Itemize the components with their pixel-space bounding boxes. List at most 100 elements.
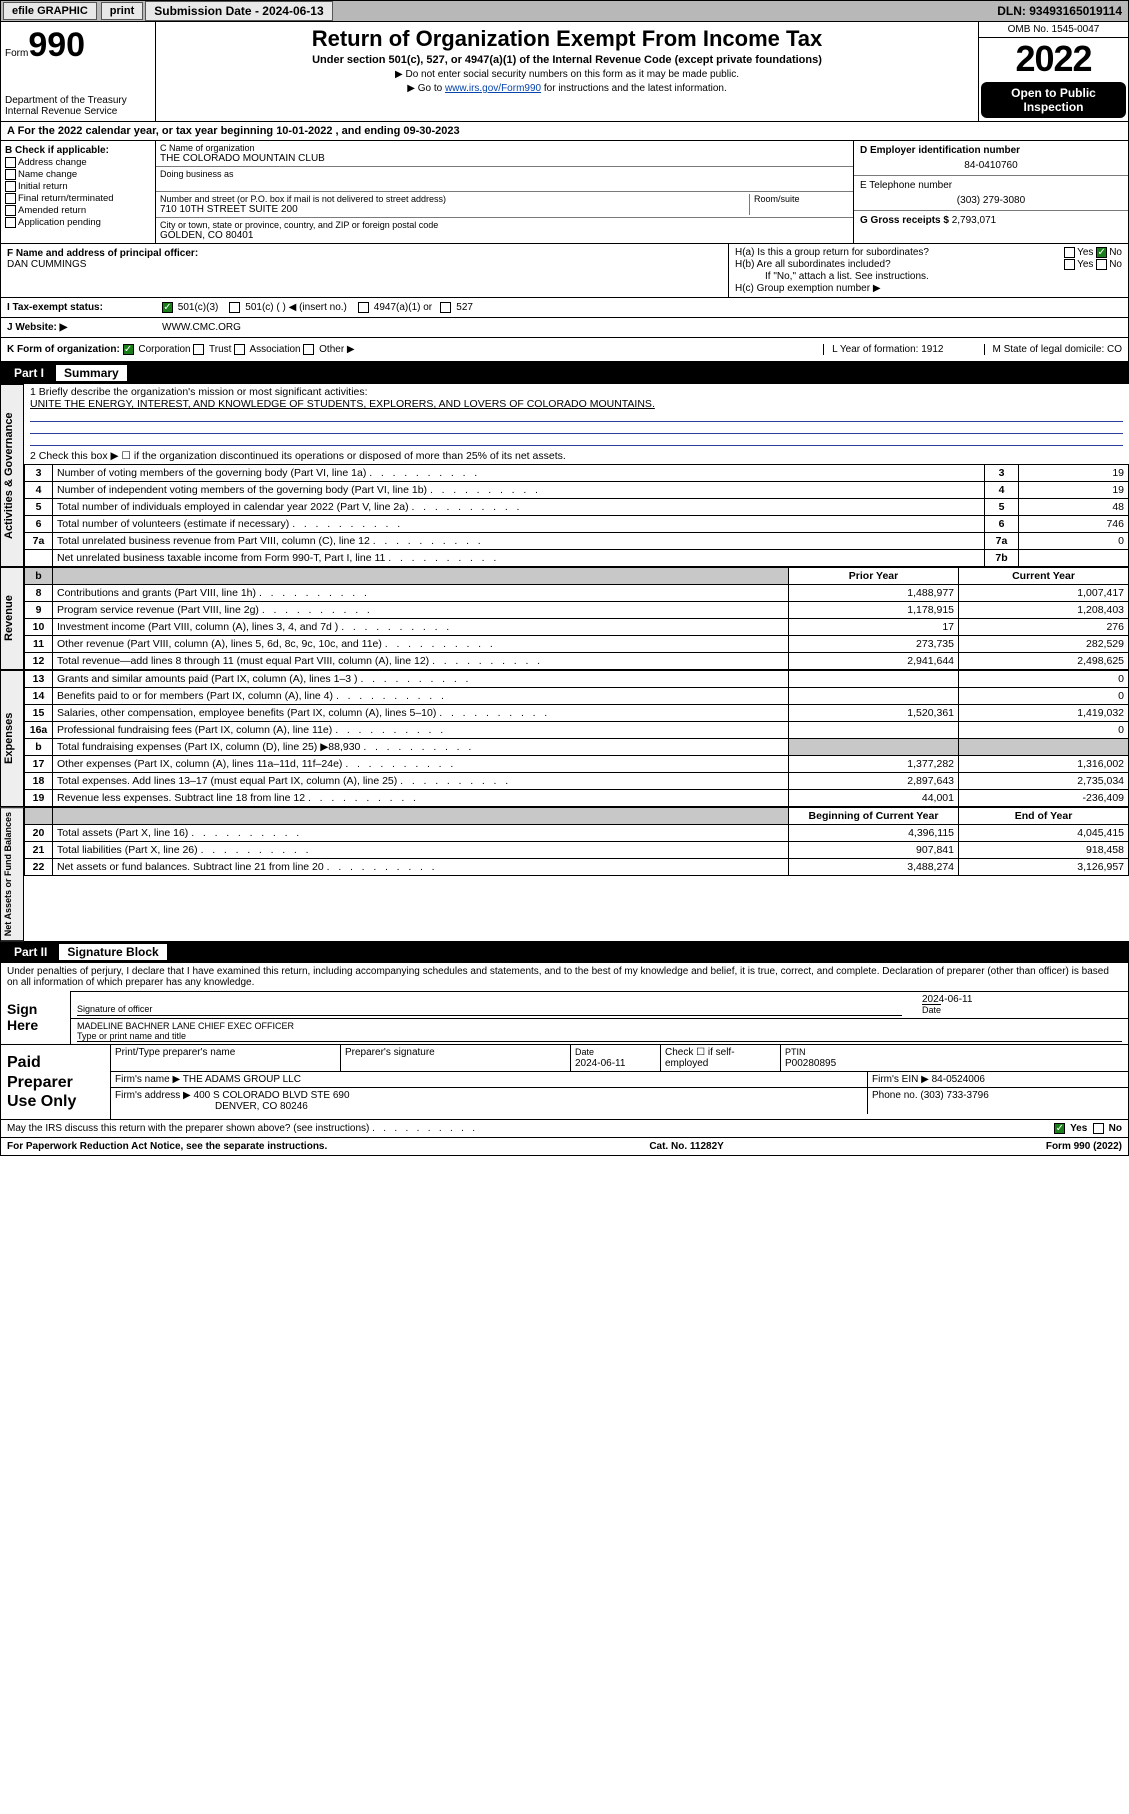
k-label: K Form of organization: — [7, 344, 120, 355]
irs-label: Internal Revenue Service — [5, 106, 151, 117]
hdr-prior-year: Prior Year — [789, 568, 959, 585]
table-row: 20Total assets (Part X, line 16)4,396,11… — [25, 825, 1129, 842]
firm-row: Firm's name ▶ THE ADAMS GROUP LLC — [111, 1072, 868, 1087]
row-j-website: J Website: ▶ WWW.CMC.ORG — [0, 318, 1129, 338]
section-expenses: Expenses 13Grants and similar amounts pa… — [0, 670, 1129, 807]
ha-yes: Yes — [1077, 247, 1093, 258]
ha-label: H(a) Is this a group return for subordin… — [735, 247, 929, 258]
firm-phone: Phone no. (303) 733-3796 — [868, 1088, 1128, 1114]
opt-4947: 4947(a)(1) or — [374, 302, 432, 313]
section-revenue: Revenue b Prior Year Current Year 8Contr… — [0, 567, 1129, 670]
print-button[interactable]: print — [101, 2, 143, 20]
na-table: Beginning of Current Year End of Year 20… — [24, 807, 1129, 876]
table-row: 15Salaries, other compensation, employee… — [25, 705, 1129, 722]
table-row: 18Total expenses. Add lines 13–17 (must … — [25, 773, 1129, 790]
goto-pre: ▶ Go to — [407, 83, 445, 94]
org-name-label: C Name of organization — [160, 143, 849, 153]
box-b: B Check if applicable: Address change Na… — [1, 141, 156, 243]
hb-label: H(b) Are all subordinates included? — [735, 259, 891, 270]
opt-final-return[interactable]: Final return/terminated — [5, 193, 151, 204]
city-row: City or town, state or province, country… — [156, 218, 853, 243]
check-501c[interactable] — [229, 302, 240, 313]
check-trust[interactable] — [193, 344, 204, 355]
website-label: J Website: ▶ — [1, 318, 156, 337]
gov-row: 3Number of voting members of the governi… — [25, 465, 1129, 482]
preparer-name-lbl: Print/Type preparer's name — [111, 1045, 341, 1071]
ein-row: D Employer identification number 84-0410… — [854, 141, 1128, 176]
footer-left: For Paperwork Reduction Act Notice, see … — [7, 1141, 327, 1152]
mission-q: 1 Briefly describe the organization's mi… — [30, 386, 1123, 398]
check-corp[interactable] — [123, 344, 134, 355]
hdr-current-year: Current Year — [959, 568, 1129, 585]
exp-table: 13Grants and similar amounts paid (Part … — [24, 670, 1129, 807]
opt-initial-return[interactable]: Initial return — [5, 181, 151, 192]
org-name: THE COLORADO MOUNTAIN CLUB — [160, 153, 849, 164]
check-assoc[interactable] — [234, 344, 245, 355]
hc-label: H(c) Group exemption number ▶ — [735, 283, 1122, 294]
table-row: 21Total liabilities (Part X, line 26)907… — [25, 842, 1129, 859]
website-value: WWW.CMC.ORG — [156, 318, 1128, 337]
ha-no: No — [1109, 247, 1122, 258]
gross-row: G Gross receipts $ 2,793,071 — [854, 211, 1128, 230]
name-title-line: MADELINE BACHNER LANE CHIEF EXEC OFFICER… — [77, 1021, 1122, 1042]
discuss-q: May the IRS discuss this return with the… — [7, 1123, 475, 1134]
discuss-yes-check[interactable] — [1054, 1123, 1065, 1134]
ptin-cell: PTINP00280895 — [781, 1045, 1128, 1071]
opt-association: Association — [249, 344, 300, 355]
footer-right: Form 990 (2022) — [1046, 1141, 1122, 1152]
check-501c3[interactable] — [162, 302, 173, 313]
ha-no-check[interactable] — [1096, 247, 1107, 258]
part2-title: Signature Block — [59, 944, 166, 960]
k-form-org: K Form of organization: Corporation Trus… — [7, 344, 783, 355]
hb-no-check[interactable] — [1096, 259, 1107, 270]
opt-application-pending[interactable]: Application pending — [5, 217, 151, 228]
check-other[interactable] — [303, 344, 314, 355]
opt-name-change[interactable]: Name change — [5, 169, 151, 180]
ein-label: D Employer identification number — [860, 145, 1020, 156]
opt-address-change[interactable]: Address change — [5, 157, 151, 168]
part1-num: Part I — [6, 366, 52, 380]
form-title: Return of Organization Exempt From Incom… — [160, 26, 974, 52]
gov-row: 6Total number of volunteers (estimate if… — [25, 516, 1129, 533]
addr-label: Number and street (or P.O. box if mail i… — [160, 194, 749, 204]
org-name-row: C Name of organization THE COLORADO MOUN… — [156, 141, 853, 167]
row-k-org: K Form of organization: Corporation Trus… — [0, 338, 1129, 362]
declaration-text: Under penalties of perjury, I declare th… — [1, 963, 1128, 991]
section-activities-governance: Activities & Governance 1 Briefly descri… — [0, 384, 1129, 567]
discuss-row: May the IRS discuss this return with the… — [0, 1120, 1129, 1138]
check-527[interactable] — [440, 302, 451, 313]
goto-note: ▶ Go to www.irs.gov/Form990 for instruct… — [160, 83, 974, 94]
section-net-assets: Net Assets or Fund Balances Beginning of… — [0, 807, 1129, 941]
top-toolbar: efile GRAPHIC print Submission Date - 20… — [0, 0, 1129, 22]
discuss-no-check[interactable] — [1093, 1123, 1104, 1134]
side-expenses: Expenses — [0, 670, 24, 807]
ha-yes-check[interactable] — [1064, 247, 1075, 258]
sig-date: 2024-06-11 Date — [922, 994, 1122, 1016]
check-4947[interactable] — [358, 302, 369, 313]
box-f: F Name and address of principal officer:… — [1, 244, 728, 297]
side-revenue: Revenue — [0, 567, 24, 670]
discuss-yes: Yes — [1070, 1123, 1087, 1134]
block-abcd: B Check if applicable: Address change Na… — [0, 141, 1129, 244]
firm-ein: Firm's EIN ▶ 84-0524006 — [868, 1072, 1128, 1087]
mission-block: 1 Briefly describe the organization's mi… — [24, 384, 1129, 448]
part1-bar: Part I Summary — [0, 362, 1129, 384]
hb-yes-check[interactable] — [1064, 259, 1075, 270]
table-row: 19Revenue less expenses. Subtract line 1… — [25, 790, 1129, 807]
opt-501c: 501(c) ( ) ◀ (insert no.) — [245, 302, 347, 313]
opt-amended-return[interactable]: Amended return — [5, 205, 151, 216]
line2-checkbox: 2 Check this box ▶ ☐ if the organization… — [24, 448, 1129, 464]
table-row: 16aProfessional fundraising fees (Part I… — [25, 722, 1129, 739]
self-employed-check[interactable]: Check ☐ if self-employed — [661, 1045, 781, 1071]
part1-title: Summary — [56, 365, 127, 381]
gross-value: 2,793,071 — [952, 215, 997, 226]
tel-label: E Telephone number — [860, 180, 1122, 191]
ssn-note: ▶ Do not enter social security numbers o… — [160, 69, 974, 80]
opt-527: 527 — [456, 302, 473, 313]
officer-label: F Name and address of principal officer: — [7, 248, 198, 259]
paid-prep-label: Paid Preparer Use Only — [1, 1045, 111, 1119]
table-row: bTotal fundraising expenses (Part IX, co… — [25, 739, 1129, 756]
irs-link[interactable]: www.irs.gov/Form990 — [445, 83, 541, 94]
box-h: H(a) Is this a group return for subordin… — [728, 244, 1128, 297]
dept-treasury: Department of the Treasury — [5, 95, 151, 106]
